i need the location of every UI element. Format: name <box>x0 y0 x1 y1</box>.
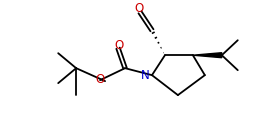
Text: N: N <box>141 69 149 82</box>
Text: O: O <box>95 73 105 86</box>
Polygon shape <box>193 53 222 58</box>
Text: O: O <box>115 39 124 52</box>
Text: O: O <box>134 2 144 15</box>
